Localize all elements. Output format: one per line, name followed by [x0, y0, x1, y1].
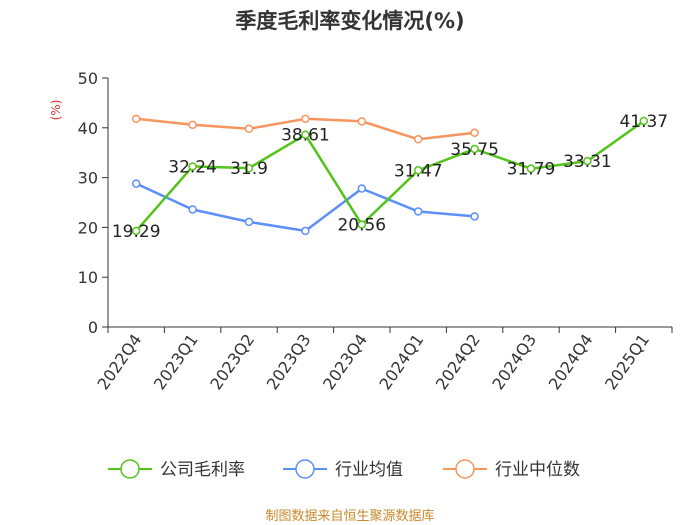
data-label: 31.9	[230, 159, 268, 179]
data-point	[357, 220, 367, 229]
data-label: 35.75	[450, 140, 499, 160]
series-lines	[131, 114, 649, 236]
series-line	[135, 182, 475, 233]
x-tick-label: 2025Q1	[601, 330, 653, 393]
legend-marker	[455, 459, 475, 479]
x-tick-label: 2024Q1	[375, 330, 427, 393]
series-line	[135, 119, 645, 232]
data-point	[244, 124, 254, 134]
series-1	[131, 179, 479, 236]
data-point	[301, 130, 310, 139]
data-point	[301, 226, 310, 236]
x-tick-label: 2023Q3	[263, 330, 315, 393]
data-point	[357, 117, 367, 126]
legend-item-2: 行业中位数	[443, 459, 580, 480]
x-tick-label: 2023Q1	[150, 330, 202, 393]
data-point	[470, 128, 479, 138]
data-point	[188, 120, 197, 130]
data-label: 20.56	[337, 216, 386, 236]
data-point	[413, 135, 423, 144]
data-point	[188, 205, 197, 214]
chart-title: 季度毛利率变化情况(%)	[235, 9, 464, 33]
x-tick-label: 2023Q4	[319, 330, 371, 393]
legend-label: 行业中位数	[495, 460, 580, 480]
data-labels: 19.29 32.24 31.9 38.61 20.56 31.47 35.75 31.79 3…	[112, 112, 668, 242]
data-point	[413, 207, 423, 216]
data-point	[357, 184, 367, 193]
data-label: 31.79	[507, 160, 556, 180]
data-point	[470, 212, 479, 221]
legend-label: 公司毛利率	[160, 460, 245, 480]
legend-marker	[295, 459, 315, 479]
x-tick-label: 2022Q4	[93, 330, 145, 393]
x-tick-label: 2024Q2	[432, 330, 484, 393]
data-label: 33.31	[563, 152, 612, 172]
data-label: 38.61	[281, 126, 330, 146]
y-tick-label: 20	[78, 218, 98, 237]
data-point	[131, 179, 141, 188]
x-tick-label: 2024Q4	[545, 330, 597, 393]
data-point	[639, 116, 649, 126]
y-axis-unit-label: (%)	[49, 100, 63, 121]
data-point	[301, 114, 310, 124]
data-label: 19.29	[112, 222, 161, 242]
data-point	[583, 156, 592, 166]
data-point	[244, 217, 254, 227]
source-note: 制图数据来自恒生聚源数据库	[265, 508, 434, 524]
series-2	[131, 114, 479, 144]
data-point	[131, 114, 141, 124]
legend-label: 行业均值	[335, 460, 403, 480]
legend-item-0: 公司毛利率	[108, 459, 245, 480]
series-0	[131, 116, 649, 236]
legend-marker	[120, 459, 140, 479]
y-tick-label: 30	[78, 169, 98, 188]
data-label: 31.47	[394, 161, 443, 181]
y-tick-label: 10	[78, 268, 98, 287]
data-point	[244, 163, 254, 173]
y-tick-label: 50	[78, 69, 98, 88]
data-point	[131, 226, 141, 236]
legend: 公司毛利率 行业均值 行业中位数	[108, 459, 580, 480]
y-tick-label: 0	[88, 318, 98, 337]
x-tick-label: 2024Q3	[488, 330, 540, 393]
x-tick-label: 2023Q2	[206, 330, 258, 393]
data-point	[470, 144, 479, 154]
data-label: 32.24	[168, 157, 217, 177]
data-label: 41.37	[619, 112, 668, 132]
data-point	[526, 164, 536, 173]
data-point	[413, 166, 423, 175]
y-tick-label: 40	[78, 119, 98, 138]
data-point	[188, 162, 197, 171]
legend-item-1: 行业均值	[283, 459, 403, 480]
